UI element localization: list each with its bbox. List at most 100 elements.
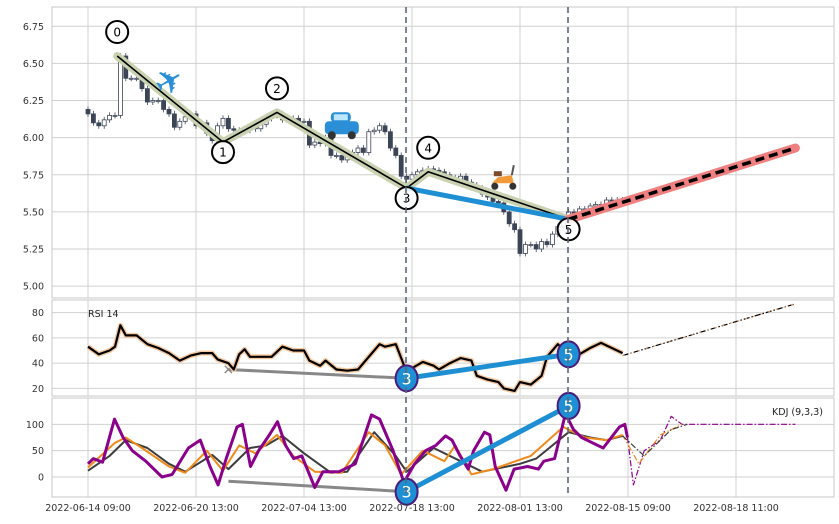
y-tick-label: 6.50 xyxy=(23,59,44,70)
candle xyxy=(339,155,345,161)
y-tick-label: 5.50 xyxy=(23,207,44,218)
candle xyxy=(512,223,517,231)
candle xyxy=(387,131,393,149)
panel-frame xyxy=(51,6,835,299)
star-marker: ✕ xyxy=(223,362,235,378)
candle xyxy=(144,88,150,103)
candle xyxy=(506,211,512,225)
zigzag-label: 1 xyxy=(219,146,227,160)
rsi-label: RSI 14 xyxy=(88,309,119,320)
car-icon xyxy=(324,112,359,140)
y-tick-label: 0 xyxy=(38,472,44,483)
y-tick-label: 5.00 xyxy=(23,282,44,293)
vertical-markers xyxy=(405,7,569,497)
candle xyxy=(220,117,226,127)
candle xyxy=(495,201,501,204)
series-rsi-projection xyxy=(622,303,796,357)
zigzag-marker xyxy=(105,19,130,44)
candle xyxy=(528,244,534,246)
series-rsi xyxy=(87,324,624,392)
candle xyxy=(398,155,404,177)
y-tick-label: 60 xyxy=(32,333,44,344)
candle xyxy=(96,122,102,127)
x-axis: 2022-06-14 09:00 2022-06-20 13:00 2022-07-… xyxy=(45,503,779,514)
candle xyxy=(377,125,383,131)
candle xyxy=(355,147,361,153)
x-tick-label: 2022-08-15 09:00 xyxy=(585,503,671,514)
scooter-wheel xyxy=(509,182,517,190)
candle xyxy=(593,204,598,207)
candle xyxy=(150,100,156,103)
candle xyxy=(517,229,523,254)
car-window xyxy=(333,114,348,121)
candle xyxy=(225,117,231,130)
candle xyxy=(366,131,372,153)
candle xyxy=(177,120,183,128)
x-tick-label: 2022-06-20 13:00 xyxy=(153,503,239,514)
x-tick-label: 2022-06-14 09:00 xyxy=(45,503,131,514)
y-tick-label: 40 xyxy=(32,359,44,370)
zigzag-label: 0 xyxy=(113,25,121,39)
y-tick-label: 6.00 xyxy=(23,133,44,144)
candle xyxy=(301,120,307,123)
zigzag-marker xyxy=(211,140,235,165)
candle xyxy=(161,100,167,110)
y-tick-label: 50 xyxy=(32,446,44,457)
candle xyxy=(544,241,550,245)
panel-frame xyxy=(51,397,835,498)
trend-line xyxy=(406,185,570,222)
y-tick-label: 6.25 xyxy=(23,96,44,107)
x-tick-label: 2022-07-18 13:00 xyxy=(369,503,455,514)
zigzag-label: 4 xyxy=(424,141,432,155)
airplane-icon: ✈ xyxy=(147,58,192,107)
y-tick-label: 5.75 xyxy=(23,170,44,181)
candle xyxy=(128,77,134,80)
scooter-body xyxy=(491,175,514,184)
candle xyxy=(414,171,420,176)
candle xyxy=(85,109,91,115)
zigzag-marker xyxy=(416,135,441,160)
candle xyxy=(118,55,123,116)
candle xyxy=(360,147,366,153)
candle xyxy=(155,100,161,102)
series-j xyxy=(86,412,629,492)
candle xyxy=(134,77,140,80)
candle xyxy=(112,114,118,117)
divergence-marker-label: 5 xyxy=(564,397,574,416)
scooter-icon xyxy=(491,165,517,190)
candle xyxy=(393,147,399,156)
panel-frame xyxy=(51,299,835,397)
car-wheel xyxy=(347,131,356,140)
x-tick-label: 2022-08-18 11:00 xyxy=(693,503,779,514)
candle xyxy=(182,116,188,122)
series-d-projection xyxy=(622,423,688,457)
candle xyxy=(539,241,544,250)
candle xyxy=(523,244,528,254)
candle xyxy=(166,109,172,115)
y-tick-label: 80 xyxy=(32,308,44,319)
candle xyxy=(382,125,388,133)
zigzag-line xyxy=(116,55,569,221)
candle xyxy=(171,113,177,128)
candle xyxy=(107,114,112,121)
x-tick-label: 2022-07-04 13:00 xyxy=(261,503,347,514)
y-tick-label: 6.75 xyxy=(23,22,44,33)
candle xyxy=(312,141,318,146)
divergence-line-grey xyxy=(228,368,407,380)
candle xyxy=(231,128,237,131)
series-k-projection xyxy=(622,423,683,465)
scooter-wheel xyxy=(491,182,499,190)
divergence-line-blue xyxy=(406,351,569,381)
scooter-seat xyxy=(493,171,502,177)
zigzag-label: 2 xyxy=(273,82,281,96)
y-tick-label: 5.25 xyxy=(23,245,44,256)
scooter-handle xyxy=(510,165,515,176)
candle xyxy=(333,155,339,157)
x-tick-label: 2022-08-01 13:00 xyxy=(477,503,563,514)
kdj-label: KDJ (9,3,3) xyxy=(772,407,823,418)
candle xyxy=(91,113,96,124)
divergence-marker-label: 5 xyxy=(564,345,574,364)
